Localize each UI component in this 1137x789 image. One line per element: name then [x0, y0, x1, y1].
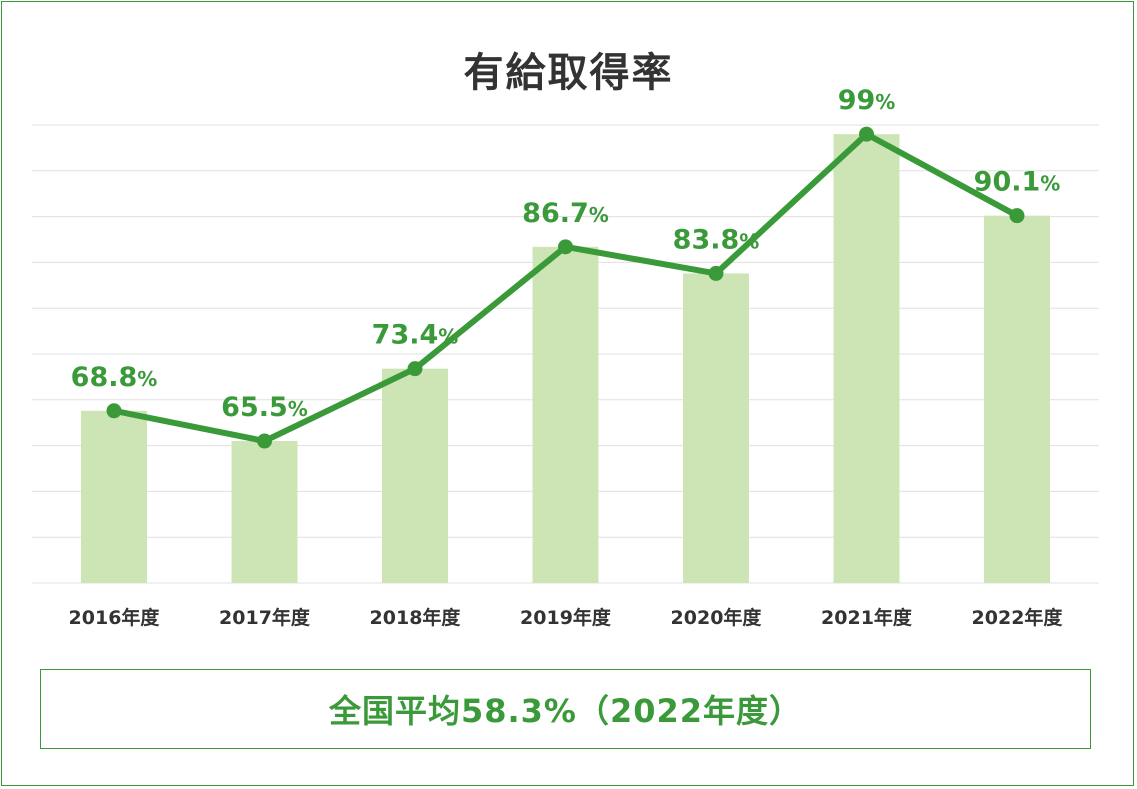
line-point [708, 265, 724, 281]
national-average-text: 全国平均58.3%（2022年度） [328, 692, 803, 730]
x-tick-label: 2021年度 [821, 606, 913, 629]
bar [984, 215, 1050, 583]
x-tick-label: 2018年度 [370, 606, 462, 629]
x-tick-label: 2022年度 [972, 606, 1064, 629]
x-tick-label: 2020年度 [671, 606, 763, 629]
national-average-box: 全国平均58.3%（2022年度） [40, 669, 1091, 749]
bars [81, 134, 1050, 583]
data-label: 73.4% [372, 320, 459, 351]
bar [81, 410, 147, 583]
bar [683, 273, 749, 583]
x-tick-label: 2016年度 [69, 606, 161, 629]
line-point [257, 433, 272, 449]
data-label: 86.7% [522, 198, 609, 229]
bar [231, 441, 298, 583]
line-point [1009, 208, 1025, 224]
chart-plot: 68.8% 65.5% 73.4% 86.7% 83.8% 99% 90.1% 2016年度… [32, 85, 1099, 629]
line-point [407, 361, 423, 377]
bar [833, 134, 900, 583]
line-point [106, 403, 122, 419]
line-point [859, 126, 874, 142]
data-label: 90.1% [974, 167, 1061, 198]
chart-title: 有給取得率 [463, 50, 674, 96]
line-series [106, 126, 1025, 449]
line-point [558, 239, 573, 255]
bar [382, 368, 448, 583]
data-label: 65.5% [221, 392, 308, 423]
data-label: 68.8% [71, 362, 158, 393]
bar [532, 246, 599, 583]
data-label: 83.8% [673, 224, 760, 255]
data-labels: 68.8% 65.5% 73.4% 86.7% 83.8% 99% 90.1% [71, 85, 1061, 423]
x-tick-label: 2019年度 [520, 606, 612, 629]
data-label: 99% [838, 85, 896, 116]
x-tick-label: 2017年度 [219, 606, 311, 629]
x-axis-ticks: 2016年度 2017年度 2018年度 2019年度 2020年度 2021年度 2022… [69, 606, 1064, 629]
